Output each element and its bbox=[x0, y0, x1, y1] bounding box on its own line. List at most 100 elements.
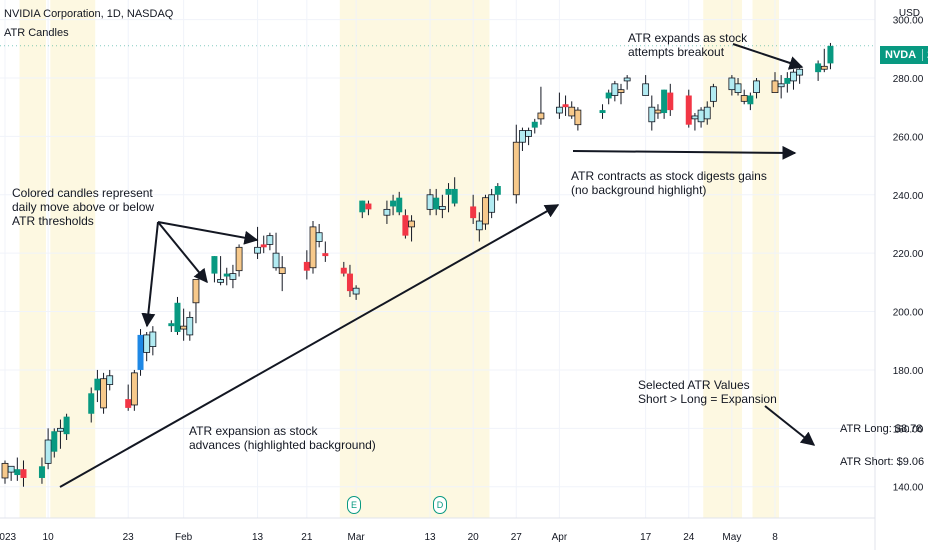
candle bbox=[820, 48, 828, 73]
candle-body bbox=[820, 65, 828, 70]
candle-body bbox=[303, 261, 310, 271]
candle bbox=[340, 261, 347, 277]
candle-body bbox=[359, 200, 366, 213]
candle bbox=[408, 215, 415, 242]
candle bbox=[438, 194, 446, 219]
candle-body bbox=[556, 106, 563, 114]
candle-body bbox=[451, 188, 458, 204]
x-tick-label: 21 bbox=[301, 532, 313, 543]
candle bbox=[266, 232, 274, 251]
candle-body bbox=[1, 462, 9, 479]
candle-body bbox=[771, 80, 779, 93]
candle bbox=[88, 387, 95, 423]
annotation-atr-breakout: ATR expands as stock attempts breakout bbox=[628, 31, 748, 59]
candle-body bbox=[445, 188, 452, 195]
candle bbox=[605, 89, 612, 105]
candle-body bbox=[747, 95, 754, 105]
candle-body bbox=[229, 273, 237, 280]
candle bbox=[130, 369, 138, 411]
price-badge-value: 291.51 bbox=[922, 49, 932, 61]
candle bbox=[642, 75, 650, 96]
candle-body bbox=[438, 206, 446, 210]
x-tick-label: 13 bbox=[252, 532, 264, 543]
candle bbox=[703, 101, 711, 125]
candle-body bbox=[617, 89, 625, 93]
candle-body bbox=[272, 252, 280, 269]
candle-body bbox=[143, 334, 151, 353]
candle bbox=[512, 124, 520, 204]
candle bbox=[229, 264, 237, 289]
candle bbox=[20, 460, 27, 487]
earnings-event-icon[interactable]: E bbox=[347, 496, 361, 514]
x-tick-label: 20 bbox=[468, 532, 480, 543]
x-tick-label: 8 bbox=[772, 532, 778, 543]
candle bbox=[697, 107, 705, 128]
candle bbox=[777, 75, 785, 99]
y-tick-label: 220.00 bbox=[893, 249, 924, 260]
y-tick-label: 200.00 bbox=[893, 308, 924, 319]
x-tick-label: Feb bbox=[175, 532, 193, 543]
chart-title: NVIDIA Corporation, 1D, NASDAQ bbox=[4, 8, 174, 20]
candle-body bbox=[531, 121, 538, 128]
x-tick-label: 13 bbox=[424, 532, 436, 543]
candle bbox=[574, 107, 582, 131]
candle bbox=[654, 104, 662, 119]
x-tick-label: 17 bbox=[640, 532, 652, 543]
candle bbox=[149, 326, 157, 356]
candle-body bbox=[180, 325, 188, 330]
candle bbox=[475, 212, 483, 242]
candle-body bbox=[475, 220, 483, 231]
indicator-name[interactable]: ATR Candles bbox=[4, 27, 69, 39]
candle-body bbox=[753, 80, 760, 93]
candle-body bbox=[137, 334, 144, 370]
candle-body bbox=[149, 331, 157, 347]
candle bbox=[815, 60, 822, 81]
y-tick-label: 140.00 bbox=[893, 483, 924, 494]
x-axis: 2023 10 23 Feb 13 21 Mar 13 20 27 Apr 17 24 May 8 bbox=[0, 517, 875, 543]
candle-body bbox=[346, 273, 353, 292]
x-tick-label: May bbox=[722, 532, 741, 543]
candle-body bbox=[599, 110, 606, 114]
candle bbox=[51, 428, 58, 458]
candle-body bbox=[611, 83, 619, 96]
candle-body bbox=[703, 106, 711, 120]
candle-body bbox=[223, 273, 230, 277]
candle-body bbox=[562, 104, 569, 108]
dividend-event-icon[interactable]: D bbox=[433, 496, 447, 514]
candle-body bbox=[488, 194, 496, 213]
candle-body bbox=[383, 208, 391, 216]
candle bbox=[14, 457, 21, 481]
candle bbox=[396, 191, 403, 216]
candle bbox=[278, 256, 286, 292]
candle bbox=[125, 384, 132, 411]
candle bbox=[57, 419, 64, 449]
candle bbox=[488, 188, 496, 219]
candle bbox=[494, 183, 501, 201]
candle bbox=[352, 285, 360, 300]
arrow-breakout bbox=[732, 43, 804, 70]
y-tick-label: 300.00 bbox=[893, 16, 924, 27]
candle bbox=[390, 194, 397, 216]
candle-body bbox=[100, 378, 107, 409]
candle bbox=[346, 264, 353, 297]
candle bbox=[470, 194, 477, 224]
candle bbox=[272, 232, 280, 271]
arrow-to-feb-candle bbox=[157, 221, 208, 284]
currency-label: USD bbox=[898, 8, 920, 19]
candle-body bbox=[94, 378, 101, 391]
candle-body bbox=[728, 77, 736, 91]
y-tick-label: 240.00 bbox=[893, 191, 924, 202]
candle-body bbox=[574, 109, 582, 126]
candle-body bbox=[661, 89, 668, 114]
candle-body bbox=[815, 63, 822, 73]
candle-body bbox=[340, 267, 347, 274]
atr-short-label: ATR Short: $9.06 bbox=[840, 456, 925, 468]
candle-body bbox=[482, 197, 489, 225]
candle-body bbox=[796, 68, 804, 76]
candle-body bbox=[365, 203, 372, 210]
candle bbox=[710, 83, 717, 108]
x-tick-label: 24 bbox=[683, 532, 695, 543]
candle-body bbox=[51, 431, 58, 452]
candle bbox=[260, 235, 267, 254]
